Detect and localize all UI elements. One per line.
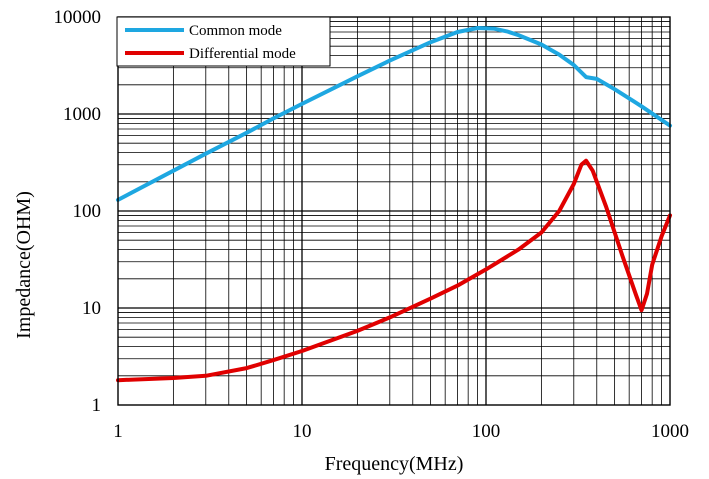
- plot-frame: [117, 16, 671, 406]
- y-tick-label: 1: [92, 395, 102, 416]
- x-tick-labels: 1 10 100 1000: [113, 421, 689, 442]
- legend-label-common-mode: Common mode: [189, 23, 282, 39]
- x-tick-label: 1000: [651, 421, 689, 442]
- x-axis-title: Frequency(MHz): [325, 453, 464, 475]
- x-tick-label: 1: [113, 421, 123, 442]
- series-line-common-mode: [116, 26, 672, 202]
- y-tick-label: 1000: [63, 104, 101, 125]
- y-tick-label: 10: [82, 298, 101, 319]
- y-axis-title: Impedance(OHM): [13, 191, 35, 339]
- legend-box: [116, 16, 331, 67]
- series-line-differential-mode: [116, 158, 672, 383]
- legend: Common mode Differential mode: [116, 16, 331, 67]
- major-grid: [118, 17, 670, 405]
- x-tick-label: 100: [472, 421, 501, 442]
- legend-label-differential-mode: Differential mode: [189, 46, 296, 62]
- series-layer: [116, 26, 672, 383]
- y-tick-label: 10000: [54, 7, 102, 28]
- y-tick-label: 100: [73, 201, 102, 222]
- y-tick-labels: 1 10 100 1000 10000: [54, 7, 102, 416]
- x-tick-label: 10: [293, 421, 312, 442]
